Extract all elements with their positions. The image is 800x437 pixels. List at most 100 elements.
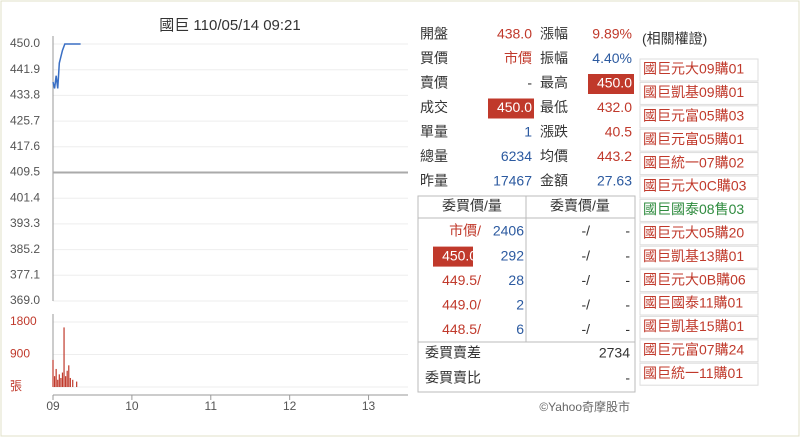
quote-value: 6234	[501, 148, 532, 164]
quote-label: 最高	[540, 75, 568, 91]
quote-value: 438.0	[497, 26, 532, 42]
order-cell: 448.5/	[442, 321, 481, 337]
warrant-box	[639, 362, 759, 386]
warrant-link[interactable]: 國巨凱基15購01	[643, 318, 744, 334]
y-tick-label: 385.2	[10, 242, 40, 256]
volume-bar	[68, 365, 70, 387]
order-cell: -	[625, 297, 630, 313]
y-tick-label: 409.5	[10, 165, 40, 179]
order-cell: -	[625, 247, 630, 263]
quote-value: 9.89%	[592, 26, 632, 42]
warrant-box	[639, 245, 759, 269]
footer: ©Yahoo奇摩股市	[539, 399, 630, 414]
warrant-link[interactable]: 國巨凱基13購01	[643, 248, 744, 264]
quote-label: 賣價	[420, 75, 448, 91]
warrant-link[interactable]: 國巨國泰11購01	[643, 295, 743, 311]
warrant-link[interactable]: 國巨統一11購01	[643, 365, 743, 381]
warrant-link[interactable]: 國巨統一07購02	[643, 154, 744, 170]
order-cell: 2406	[493, 223, 524, 239]
quote-value: 450.0	[597, 75, 632, 91]
x-tick-label: 10	[125, 399, 139, 413]
volume-bar	[65, 376, 67, 387]
quote-value: 443.2	[597, 148, 632, 164]
warrant-link[interactable]: 國巨元大09購01	[643, 61, 744, 77]
highlight	[588, 74, 634, 94]
warrant-box	[639, 175, 759, 199]
warrant-box	[639, 105, 759, 129]
quote-value: 4.40%	[592, 50, 632, 66]
quote-label: 單量	[420, 124, 448, 140]
warrant-link[interactable]: 國巨元大0C購03	[643, 178, 747, 194]
warrant-link[interactable]: 國巨凱基09購01	[643, 84, 744, 100]
summary-value: -	[625, 370, 630, 386]
order-cell: -/	[581, 297, 590, 313]
quote-label: 總量	[420, 148, 448, 164]
highlight	[433, 246, 473, 267]
summary-value: 2734	[599, 345, 630, 361]
y-tick-label: 433.8	[10, 88, 40, 102]
warrant-link[interactable]: 國巨元富05購01	[643, 131, 744, 147]
price-line	[52, 43, 81, 89]
order-cell: 28	[508, 272, 524, 288]
order-cell: -/	[581, 223, 590, 239]
order-header: 委買價/量	[442, 198, 502, 214]
y-tick-label: 900	[10, 347, 30, 361]
order-cell: 449.5/	[442, 272, 481, 288]
quote-value: 432.0	[597, 99, 632, 115]
warrant-link[interactable]: 國巨元大0B購06	[643, 271, 746, 287]
order-cell: -	[625, 272, 630, 288]
quote-label: 漲幅	[540, 26, 568, 42]
x-tick-label: 12	[283, 399, 297, 413]
y-tick-label: 425.7	[10, 113, 40, 127]
quote-label: 昨量	[420, 173, 448, 189]
order-cell: 市價/	[449, 223, 481, 239]
warrant-box	[639, 292, 759, 316]
y-tick-label: 450.0	[10, 36, 40, 50]
quote-label: 振幅	[540, 50, 568, 66]
warrant-box	[639, 81, 759, 105]
quote-label: 金額	[540, 173, 568, 189]
warrant-box	[639, 198, 759, 222]
volume-bar	[66, 370, 68, 387]
volume-bar	[76, 381, 78, 387]
order-cell: -/	[581, 321, 590, 337]
quote-value: 40.5	[605, 124, 632, 140]
summary-label: 委買賣差	[425, 345, 481, 361]
x-tick-label: 13	[362, 399, 376, 413]
quote-value: 450.0	[497, 99, 532, 115]
warrant-link[interactable]: 國巨國泰08售03	[643, 201, 744, 217]
volume-bar	[53, 376, 56, 387]
highlight	[488, 98, 534, 119]
warrant-link[interactable]: 國巨元富07購24	[643, 342, 744, 358]
quote-label: 買價	[420, 50, 448, 66]
volume-bar	[52, 359, 54, 387]
warrant-link[interactable]: 國巨元富05購03	[643, 108, 744, 124]
volume-bar	[57, 379, 59, 387]
order-cell: 2	[516, 297, 524, 313]
order-cell: -/	[581, 272, 590, 288]
summary-label: 委買賣比	[425, 370, 481, 386]
y-tick-label: 441.9	[10, 62, 40, 76]
x-tick-label: 11	[205, 399, 218, 413]
order-cell: -	[625, 223, 630, 239]
order-cell: 450.0/	[442, 247, 481, 263]
y-tick-label: 369.0	[10, 293, 40, 307]
warrants-title: (相關權證)	[642, 31, 707, 47]
order-cell: 449.0/	[442, 297, 481, 313]
volume-bar	[69, 377, 71, 387]
warrant-box	[639, 222, 759, 246]
quote-value: 27.63	[597, 173, 632, 189]
volume-bar	[60, 377, 62, 387]
warrant-box	[639, 339, 759, 363]
volume-bar	[58, 374, 60, 387]
warrant-link[interactable]: 國巨元大05購20	[643, 225, 744, 241]
warrant-box	[639, 128, 759, 152]
volume-bar	[55, 368, 57, 387]
chart-title: 國巨 110/05/14 09:21	[159, 17, 301, 34]
y-tick-label: 393.3	[10, 216, 40, 230]
quote-value: -	[527, 75, 532, 91]
y-tick-label: 377.1	[10, 267, 40, 281]
warrant-box	[639, 152, 759, 176]
